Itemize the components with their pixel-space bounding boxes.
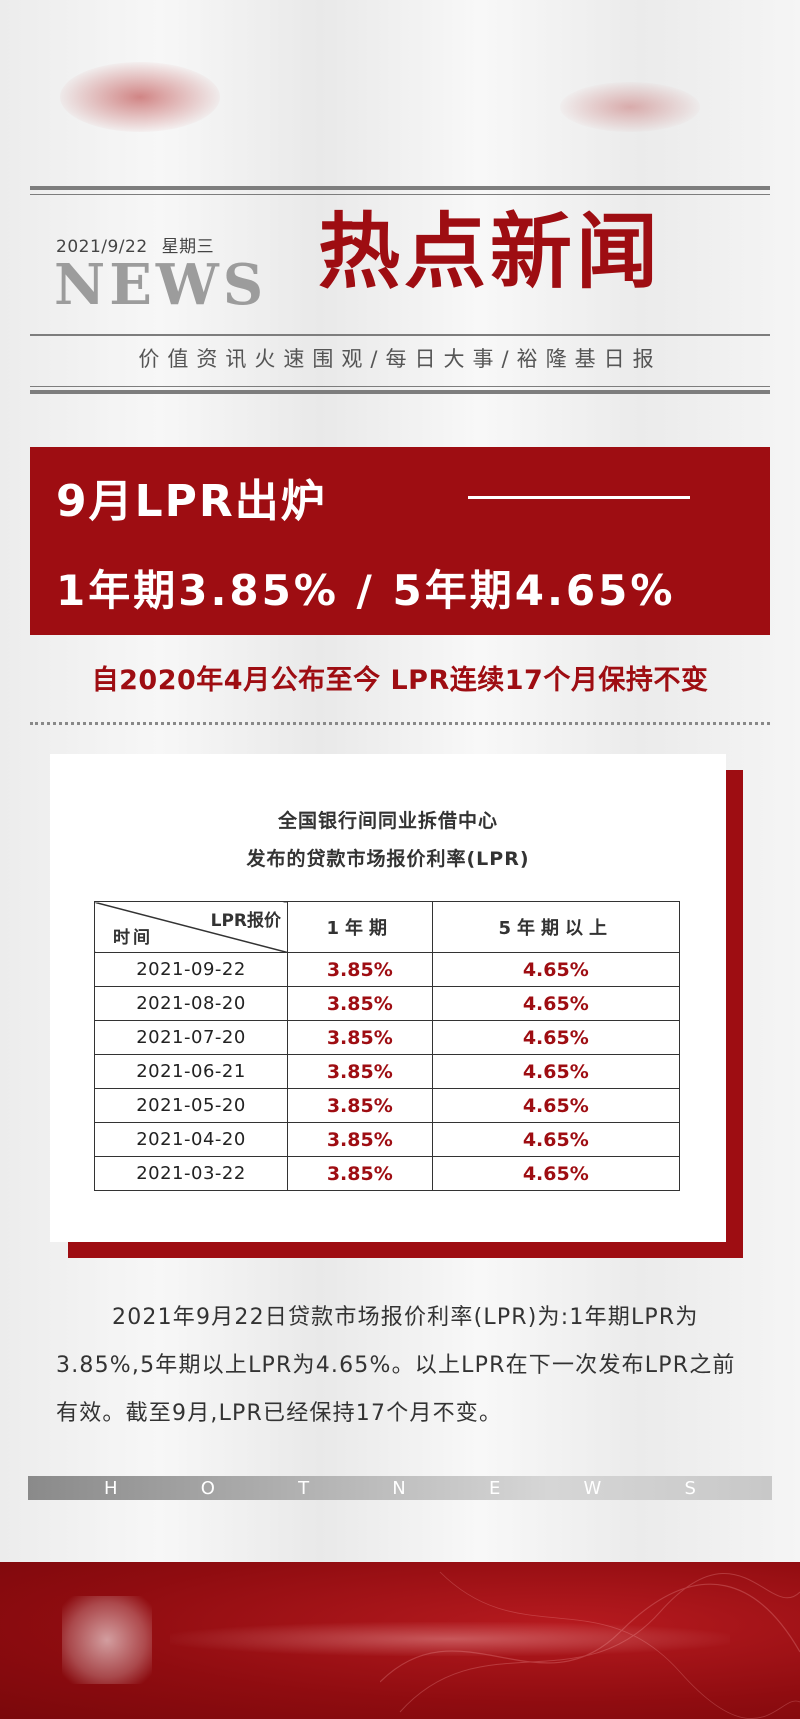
header-rule-top — [30, 186, 770, 190]
page-title: 热点新闻 — [318, 205, 663, 300]
table-row: 2021-05-20 3.85% 4.65% — [94, 1088, 681, 1123]
row-rate-1y: 3.85% — [287, 1054, 433, 1089]
row-date: 2021-03-22 — [94, 1156, 288, 1191]
hot-news-letter: E — [488, 1477, 501, 1499]
table-row: 2021-08-20 3.85% 4.65% — [94, 986, 681, 1021]
hot-news-letter: T — [298, 1477, 310, 1499]
row-rate-1y: 3.85% — [287, 952, 433, 987]
row-rate-5y: 4.65% — [431, 1020, 681, 1055]
diagonal-header-cell: LPR报价 时间 — [94, 901, 288, 953]
dotted-divider — [30, 722, 770, 725]
footer-swirl-decor — [380, 1571, 800, 1719]
weekday-text: 星期三 — [161, 237, 215, 257]
card-title-line2: 发布的贷款市场报价利率(LPR) — [246, 848, 530, 870]
date-line: 2021/9/22 星期三 — [56, 232, 214, 257]
table-header-row: LPR报价 时间 1年期 5年期以上 — [94, 901, 681, 953]
subheadline: 自2020年4月公布至今 LPR连续17个月保持不变 — [91, 665, 709, 696]
headline-line1: 9月LPR出炉 — [56, 476, 327, 527]
row-rate-5y: 4.65% — [431, 952, 681, 987]
header-lpr-quote: LPR报价 — [210, 911, 281, 931]
row-rate-5y: 4.65% — [431, 1156, 681, 1191]
lpr-table: LPR报价 时间 1年期 5年期以上 2021-09-22 3.85% 4.65… — [94, 901, 681, 1191]
row-date: 2021-05-20 — [94, 1088, 288, 1123]
table-row: 2021-06-21 3.85% 4.65% — [94, 1054, 681, 1089]
date-text: 2021/9/22 — [56, 237, 148, 257]
header-rule-mid — [30, 334, 770, 336]
hot-news-letter: H — [104, 1477, 118, 1499]
row-rate-1y: 3.85% — [287, 986, 433, 1021]
footer-band — [0, 1562, 800, 1719]
row-rate-1y: 3.85% — [287, 1156, 433, 1191]
row-rate-5y: 4.65% — [431, 1122, 681, 1157]
table-row: 2021-04-20 3.85% 4.65% — [94, 1122, 681, 1157]
blurred-qr-code — [62, 1596, 152, 1684]
row-date: 2021-07-20 — [94, 1020, 288, 1055]
table-row: 2021-09-22 3.85% 4.65% — [94, 952, 681, 987]
row-rate-5y: 4.65% — [431, 1088, 681, 1123]
lpr-table-card: 全国银行间同业拆借中心 发布的贷款市场报价利率(LPR) LPR报价 时间 1年… — [50, 754, 726, 1242]
blurred-footer-text — [170, 1622, 730, 1656]
row-rate-1y: 3.85% — [287, 1020, 433, 1055]
headline-banner: 9月LPR出炉 1年期3.85% / 5年期4.65% — [30, 447, 770, 635]
blurred-logo-right — [560, 82, 700, 132]
card-title-line1: 全国银行间同业拆借中心 — [277, 810, 498, 832]
row-date: 2021-06-21 — [94, 1054, 288, 1089]
header-5y: 5年期以上 — [431, 901, 681, 953]
news-wordmark: NEWS — [54, 252, 268, 318]
row-rate-5y: 4.65% — [431, 1054, 681, 1089]
row-rate-5y: 4.65% — [431, 986, 681, 1021]
hot-news-letter: N — [392, 1477, 406, 1499]
hot-news-letter: W — [583, 1477, 602, 1499]
row-date: 2021-04-20 — [94, 1122, 288, 1157]
header-time: 时间 — [113, 928, 153, 948]
header-1y: 1年期 — [287, 901, 433, 953]
tagline: 价值资讯火速围观/每日大事/裕隆基日报 — [138, 347, 662, 371]
hot-news-letter: S — [684, 1477, 696, 1499]
row-rate-1y: 3.85% — [287, 1122, 433, 1157]
header-rule-bottom-thin — [30, 386, 770, 387]
row-rate-1y: 3.85% — [287, 1088, 433, 1123]
header-rule-top-thin — [30, 194, 770, 195]
table-row: 2021-07-20 3.85% 4.65% — [94, 1020, 681, 1055]
hot-news-letter: O — [200, 1477, 215, 1499]
row-date: 2021-09-22 — [94, 952, 288, 987]
headline-dash — [468, 496, 690, 499]
row-date: 2021-08-20 — [94, 986, 288, 1021]
hot-news-bar: H O T N E W S — [28, 1476, 772, 1500]
header-rule-bottom — [30, 390, 770, 394]
table-row: 2021-03-22 3.85% 4.65% — [94, 1156, 681, 1191]
headline-line2: 1年期3.85% / 5年期4.65% — [56, 566, 676, 615]
blurred-logo-left — [60, 62, 220, 132]
body-paragraph: 2021年9月22日贷款市场报价利率(LPR)为:1年期LPR为3.85%,5年… — [56, 1305, 736, 1426]
